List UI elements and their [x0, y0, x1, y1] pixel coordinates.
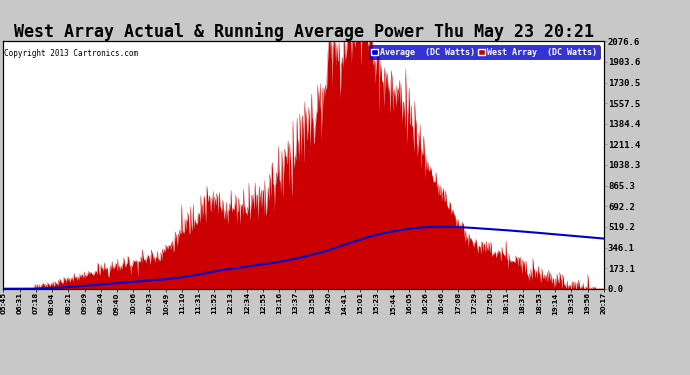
Legend: Average  (DC Watts), West Array  (DC Watts): Average (DC Watts), West Array (DC Watts…	[368, 45, 600, 59]
Text: Copyright 2013 Cartronics.com: Copyright 2013 Cartronics.com	[4, 49, 138, 58]
Title: West Array Actual & Running Average Power Thu May 23 20:21: West Array Actual & Running Average Powe…	[14, 22, 593, 41]
